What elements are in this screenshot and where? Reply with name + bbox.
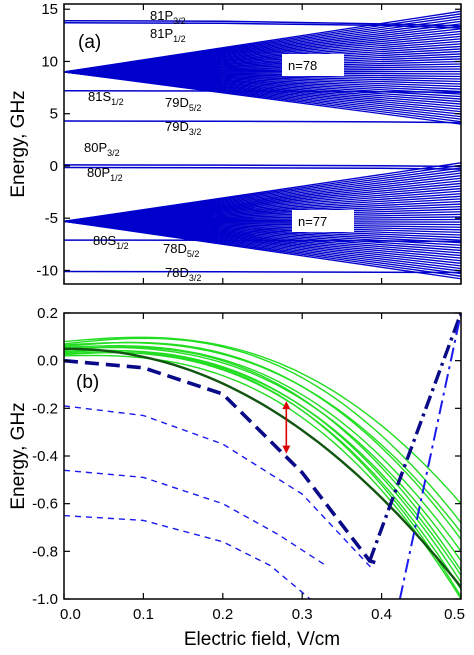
y-tick-label: -10 xyxy=(36,262,58,279)
x-axis-title: Electric field, V/cm xyxy=(184,629,340,650)
x-ticks-b: 0.0 0.1 0.2 0.3 0.4 0.5 xyxy=(60,313,465,623)
y-axis-title-a: Energy, GHz xyxy=(8,90,29,197)
state-line xyxy=(64,164,461,168)
red-arrowhead-up xyxy=(282,401,291,410)
state-label: 79D3/2 xyxy=(165,119,201,137)
green-curve xyxy=(64,336,461,505)
state-lines xyxy=(64,19,461,274)
state-line xyxy=(64,89,461,94)
green-curve xyxy=(64,349,461,576)
x-ticks-a xyxy=(63,4,462,284)
curves-b xyxy=(64,313,461,599)
green-curve xyxy=(64,351,461,597)
y-tick-label: -0.4 xyxy=(32,448,58,465)
y-tick-label: -0.2 xyxy=(32,400,58,417)
state-line xyxy=(64,19,461,27)
state-line xyxy=(64,166,461,170)
y-tick-label: -5 xyxy=(45,210,58,227)
y-ticks-b: -1.0 -0.8 -0.6 -0.4 -0.2 0.0 0.2 xyxy=(32,305,461,608)
y-tick-label: 0 xyxy=(50,158,58,175)
x-tick-label: 0.3 xyxy=(292,606,313,623)
y-tick-label: -0.6 xyxy=(32,496,58,513)
green-curve xyxy=(64,351,461,590)
x-tick-label: 0.1 xyxy=(133,606,154,623)
manifold-label-n78: n=78 xyxy=(288,58,317,73)
green-curve xyxy=(64,354,461,599)
y-tick-label: 10 xyxy=(41,53,58,70)
red-arrowhead-down xyxy=(282,445,291,454)
panel-a-frame xyxy=(63,3,462,285)
blue-dashed-curve xyxy=(64,469,327,567)
state-label: 78D5/2 xyxy=(163,241,199,259)
panel-label-a: (a) xyxy=(78,32,101,53)
green-curve xyxy=(64,346,461,562)
green-curve xyxy=(64,346,461,571)
y-tick-label: 15 xyxy=(41,1,58,18)
x-tick-label: 0.2 xyxy=(212,606,233,623)
state-line xyxy=(64,22,461,29)
state-label: 81S1/2 xyxy=(88,89,124,107)
y-ticks-a: -10 -5 0 5 10 15 xyxy=(36,1,461,279)
green-curve xyxy=(64,345,461,552)
state-line xyxy=(64,239,461,243)
state-label: 80S1/2 xyxy=(93,233,129,251)
dark-green-curve xyxy=(64,347,461,588)
x-tick-label: 0.5 xyxy=(444,606,465,623)
state-label: 80P1/2 xyxy=(87,165,123,183)
green-curve xyxy=(64,341,461,540)
blue-dashdot-line xyxy=(398,313,461,599)
state-label: 81P3/2 xyxy=(150,8,186,26)
green-curve xyxy=(64,341,461,533)
state-line xyxy=(64,120,461,124)
x-tick-label: 0.0 xyxy=(60,606,81,623)
blue-dashed-curve xyxy=(64,514,311,599)
y-tick-label: -0.8 xyxy=(32,543,58,560)
panel-b: -1.0-0.8-0.6-0.4-0.20.00.2 0.0 0.1 0.2 0.3 0… xyxy=(8,305,465,650)
state-label: 80P3/2 xyxy=(84,140,120,158)
manifold-line xyxy=(64,10,461,73)
state-label: 79D5/2 xyxy=(165,95,201,113)
x-tick-label: 0.4 xyxy=(371,606,392,623)
y-tick-label: 0.0 xyxy=(37,353,58,370)
green-curve xyxy=(64,337,461,524)
manifold-bands xyxy=(64,10,461,280)
manifold-line xyxy=(64,162,461,222)
y-tick-label: 5 xyxy=(50,106,58,123)
blue-dashdot-line xyxy=(368,313,461,562)
y-tick-label: -1.0 xyxy=(32,591,58,608)
y-tick-label: 0.2 xyxy=(37,305,58,322)
state-line xyxy=(64,270,461,274)
state-label: 78D3/2 xyxy=(165,265,201,283)
y-axis-title-b: Energy, GHz xyxy=(8,402,29,509)
manifold-label-n77: n=77 xyxy=(298,214,327,229)
n78-label-box xyxy=(282,54,344,76)
panel-label-b: (b) xyxy=(76,372,99,393)
state-label: 81P1/2 xyxy=(150,26,186,44)
n77-label-box xyxy=(292,210,354,232)
navy-thick-dashed-curve xyxy=(64,358,383,567)
